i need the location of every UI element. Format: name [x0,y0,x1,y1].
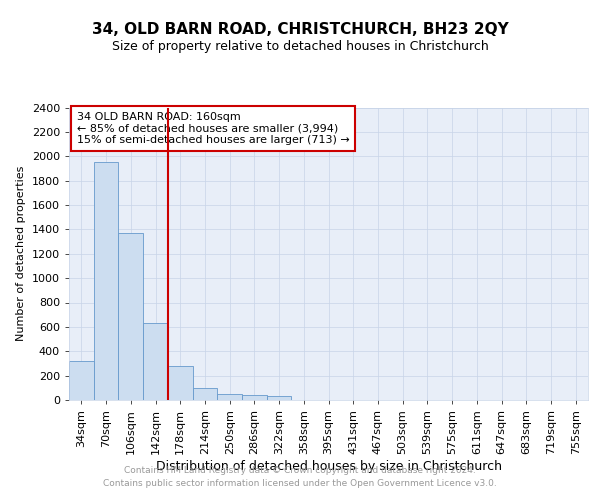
Bar [143,323,168,400]
Text: Contains HM Land Registry data © Crown copyright and database right 2024.
Contai: Contains HM Land Registry data © Crown c… [103,466,497,487]
Bar [168,366,193,400]
Text: Size of property relative to detached houses in Christchurch: Size of property relative to detached ho… [112,40,488,53]
X-axis label: Distribution of detached houses by size in Christchurch: Distribution of detached houses by size … [155,460,502,472]
Bar [217,394,242,400]
Bar [118,233,143,400]
Text: 34, OLD BARN ROAD, CHRISTCHURCH, BH23 2QY: 34, OLD BARN ROAD, CHRISTCHURCH, BH23 2Q… [92,22,508,38]
Bar [69,361,94,400]
Text: 34 OLD BARN ROAD: 160sqm
← 85% of detached houses are smaller (3,994)
15% of sem: 34 OLD BARN ROAD: 160sqm ← 85% of detach… [77,112,350,145]
Bar [267,396,292,400]
Y-axis label: Number of detached properties: Number of detached properties [16,166,26,342]
Bar [193,388,217,400]
Bar [242,395,267,400]
Bar [94,162,118,400]
